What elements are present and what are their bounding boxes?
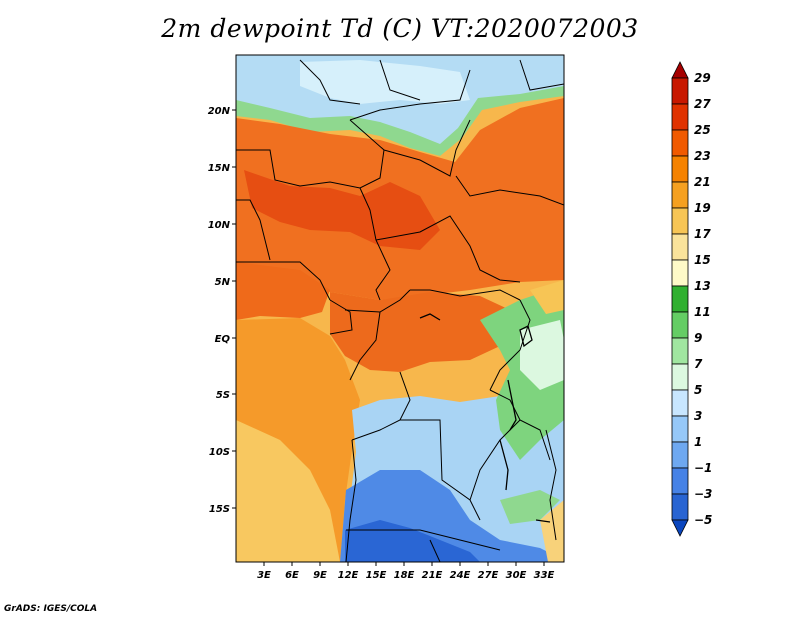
colorbar-swatch (671, 233, 689, 261)
colorbar-label: −5 (694, 513, 712, 527)
colorbar-swatch (671, 207, 689, 235)
lat-label-5s: 5S (216, 390, 230, 401)
colorbar-label: 5 (694, 383, 702, 397)
colorbar-top-arrow (671, 61, 689, 79)
colorbar-swatch (671, 311, 689, 339)
colorbar-swatch (671, 155, 689, 183)
colorbar-label: 21 (694, 175, 711, 189)
east-africa-warm (530, 280, 564, 314)
colorbar-swatch (671, 389, 689, 417)
grads-credit: GrADS: IGES/COLA (4, 604, 98, 614)
colorbar: 29 27 25 23 21 19 17 15 13 11 9 7 5 3 1 −1 −3 −5 (671, 61, 712, 537)
lat-label-15s: 15S (209, 504, 230, 515)
lat-label-10s: 10S (209, 447, 230, 458)
lon-label-3e: 3E (257, 570, 271, 581)
colorbar-label: 7 (694, 357, 703, 371)
colorbar-label: 15 (694, 253, 711, 267)
colorbar-label: 17 (694, 227, 711, 241)
longitude-axis (263, 562, 545, 566)
sahara-green-band (236, 86, 564, 156)
colorbar-label: −1 (694, 461, 712, 475)
colorbar-swatch (671, 181, 689, 209)
colorbar-label: 23 (694, 149, 711, 163)
colorbar-swatch (671, 77, 689, 105)
east-coast-warm (540, 500, 564, 562)
colorbar-label: 1 (694, 435, 702, 449)
sahel-core (244, 170, 440, 250)
colorbar-swatch (671, 467, 689, 495)
colorbar-label: 29 (694, 71, 711, 85)
lon-label-24e: 24E (450, 570, 471, 581)
lon-label-33e: 33E (534, 570, 555, 581)
lat-label-10n: 10N (208, 220, 231, 231)
colorbar-swatch (671, 337, 689, 365)
colorbar-swatch (671, 441, 689, 469)
colorbar-label: 11 (694, 305, 711, 319)
latitude-axis (232, 109, 236, 509)
country-borders (236, 59, 564, 562)
colorbar-swatch (671, 415, 689, 443)
colorbar-swatch (671, 259, 689, 287)
colorbar-label: 25 (694, 123, 711, 137)
gulf-humid-region (236, 262, 330, 320)
dewpoint-map (236, 55, 564, 562)
colorbar-label: −3 (694, 487, 712, 501)
lat-label-eq: EQ (215, 334, 231, 345)
lon-label-18e: 18E (394, 570, 415, 581)
colorbar-swatch (671, 493, 689, 521)
lon-label-21e: 21E (422, 570, 443, 581)
colorbar-swatch (671, 285, 689, 313)
colorbar-label: 19 (694, 201, 711, 215)
lat-label-15n: 15N (208, 163, 231, 174)
lon-label-15e: 15E (366, 570, 387, 581)
lon-label-30e: 30E (506, 570, 527, 581)
lon-label-6e: 6E (285, 570, 299, 581)
lat-label-5n: 5N (215, 277, 231, 288)
colorbar-swatch (671, 103, 689, 131)
map-frame (235, 54, 565, 563)
colorbar-swatch (671, 129, 689, 157)
lat-label-20n: 20N (208, 106, 231, 117)
sahara-cold-patch (300, 60, 470, 104)
se-green-patch (500, 490, 560, 524)
lon-label-9e: 9E (313, 570, 327, 581)
map-title: 2m dewpoint Td (C) VT:2020072003 (161, 14, 639, 43)
colorbar-swatch (671, 363, 689, 391)
lon-label-27e: 27E (478, 570, 499, 581)
colorbar-label: 13 (694, 279, 711, 293)
lakes (419, 313, 551, 523)
colorbar-bottom-arrow (671, 519, 689, 537)
colorbar-label: 27 (694, 97, 711, 111)
colorbar-label: 9 (694, 331, 702, 345)
lon-label-12e: 12E (338, 570, 359, 581)
colorbar-label: 3 (694, 409, 702, 423)
angola-coast-pale (236, 420, 340, 562)
